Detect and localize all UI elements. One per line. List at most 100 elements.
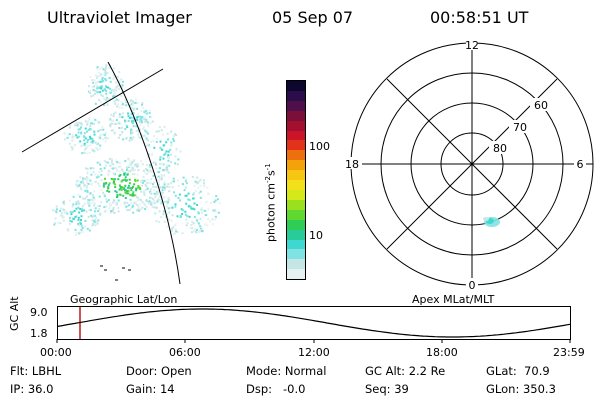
aurora-pixel xyxy=(153,192,156,195)
aurora-pixel xyxy=(199,184,202,187)
aurora-pixel xyxy=(126,205,129,208)
aurora-pixel xyxy=(160,129,163,132)
aurora-pixel xyxy=(102,191,105,194)
aurora-pixel xyxy=(105,98,107,101)
aurora-pixel xyxy=(105,164,108,167)
aurora-pixel xyxy=(160,202,163,205)
aurora-pixel xyxy=(91,137,94,140)
aurora-pixel xyxy=(90,173,93,176)
aurora-pixel xyxy=(86,177,89,180)
aurora-pixel xyxy=(77,200,80,203)
aurora-pixel xyxy=(82,181,85,184)
polar-label-bg xyxy=(466,38,478,50)
aurora-pixel xyxy=(75,121,78,124)
aurora-pixel xyxy=(83,184,86,186)
mlat-label-70: 70 xyxy=(513,121,527,134)
aurora-pixel xyxy=(111,159,113,162)
aurora-pixel xyxy=(131,187,133,189)
aurora-pixel xyxy=(128,178,131,181)
aurora-pixel xyxy=(60,212,63,215)
aurora-pixel xyxy=(131,132,134,134)
aurora-pixel xyxy=(118,120,121,123)
aurora-pixel xyxy=(174,228,177,231)
aurora-pixel xyxy=(187,205,190,208)
aurora-pixel xyxy=(100,173,103,176)
aurora-pixel xyxy=(98,161,101,164)
aurora-pixel xyxy=(123,173,126,176)
aurora-pixel xyxy=(116,103,119,106)
aurora-pixel xyxy=(126,168,129,171)
aurora-pixel xyxy=(95,81,98,84)
aurora-pixel xyxy=(157,183,160,186)
aurora-pixel xyxy=(109,91,112,94)
aurora-pixel xyxy=(69,210,72,213)
aurora-pixel xyxy=(119,122,122,125)
aurora-pixel xyxy=(114,102,117,105)
aurora-pixel xyxy=(199,230,202,233)
aurora-pixel xyxy=(89,76,92,78)
aurora-pixel xyxy=(77,135,80,138)
aurora-pixel xyxy=(89,167,92,170)
aurora-pixel xyxy=(63,216,65,219)
aurora-pixel xyxy=(149,171,152,174)
aurora-pixel xyxy=(161,133,164,136)
aurora-pixel xyxy=(84,120,87,123)
aurora-pixel xyxy=(87,182,90,185)
aurora-pixel xyxy=(128,170,131,173)
info-ip: IP: 36.0 xyxy=(10,382,54,396)
aurora-pixel xyxy=(117,178,120,181)
aurora-pixel xyxy=(77,202,80,204)
aurora-pixel xyxy=(101,80,104,83)
aurora-pixel xyxy=(110,177,113,180)
aurora-pixel xyxy=(108,182,111,185)
aurora-pixel xyxy=(98,87,101,89)
colorbar-segment xyxy=(287,249,305,260)
aurora-pixel xyxy=(86,168,89,171)
aurora-pixel xyxy=(137,130,140,133)
aurora-pixel xyxy=(168,211,171,214)
aurora-pixel xyxy=(130,132,132,135)
aurora-pixel xyxy=(143,189,145,192)
aurora-pixel xyxy=(122,186,124,189)
aurora-pixel xyxy=(84,127,87,130)
aurora-pixel xyxy=(97,205,100,208)
aurora-pixel xyxy=(148,145,151,148)
aurora-pixel xyxy=(106,189,109,192)
aurora-pixel xyxy=(89,192,92,195)
aurora-pixel xyxy=(146,121,149,124)
aurora-pixel xyxy=(166,132,169,135)
aurora-pixel xyxy=(164,152,167,155)
aurora-pixel xyxy=(110,162,113,165)
aurora-pixel xyxy=(143,193,146,196)
aurora-pixel xyxy=(115,85,118,88)
aurora-pixel xyxy=(110,204,112,207)
aurora-pixel xyxy=(163,125,166,128)
aurora-pixel xyxy=(98,99,101,102)
aurora-pixel xyxy=(132,204,135,207)
aurora-pixel xyxy=(89,135,91,138)
aurora-pixel xyxy=(128,163,131,166)
aurora-pixel xyxy=(103,182,106,185)
aurora-pixel xyxy=(84,197,87,200)
aurora-pixel xyxy=(209,202,212,204)
aurora-pixel xyxy=(79,176,82,179)
aurora-pixel xyxy=(55,211,58,214)
aurora-pixel xyxy=(207,192,210,195)
aurora-pixel xyxy=(138,209,141,212)
aurora-pixel xyxy=(149,188,152,191)
aurora-pixel xyxy=(177,158,180,161)
aurora-pixel xyxy=(191,231,193,234)
aurora-pixel xyxy=(105,161,108,163)
aurora-pixel xyxy=(192,193,195,196)
aurora-pixel xyxy=(188,215,191,218)
polar-label-bg xyxy=(530,98,552,111)
aurora-pixel xyxy=(137,197,140,200)
colorbar-segment xyxy=(287,81,305,91)
aurora-pixel xyxy=(125,136,128,139)
colorbar-segment xyxy=(287,170,305,181)
aurora-pixel xyxy=(111,122,114,125)
aurora-pixel xyxy=(87,128,90,131)
aurora-pixel xyxy=(140,208,143,211)
aurora-pixel xyxy=(99,129,102,131)
aurora-pixel xyxy=(212,209,215,212)
